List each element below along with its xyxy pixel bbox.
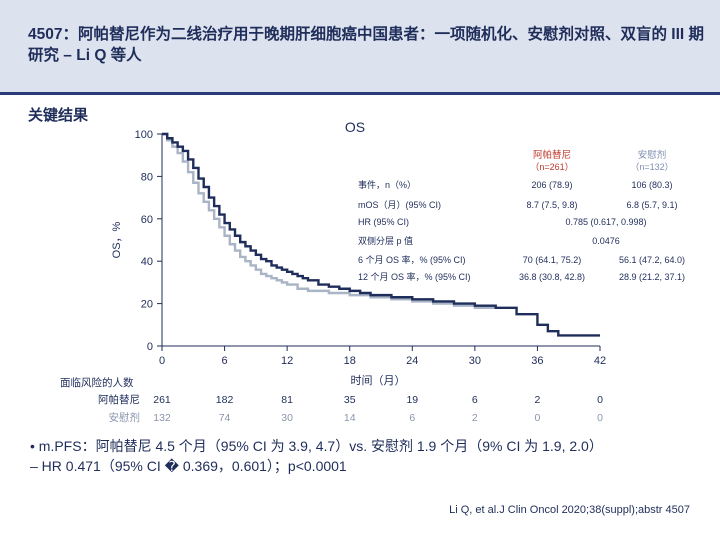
risk-cell: 74 xyxy=(219,412,231,424)
risk-row-label: 安慰剂 xyxy=(109,411,141,424)
table-row-label: 双侧分层 p 值 xyxy=(358,235,413,246)
risk-table-title: 面临风险的人数 xyxy=(60,376,134,389)
y-tick-label: 0 xyxy=(147,341,153,353)
x-tick-label: 0 xyxy=(159,355,165,367)
table-cell-placebo: 6.8 (5.7, 9.1) xyxy=(626,200,677,210)
km-curve-apatinib xyxy=(162,132,600,337)
table-cell-placebo: 28.9 (21.2, 37.1) xyxy=(619,272,685,282)
risk-cell: 2 xyxy=(535,394,541,406)
risk-cell: 6 xyxy=(472,394,478,406)
table-cell-span: 0.785 (0.617, 0.998) xyxy=(565,217,646,227)
risk-cell: 0 xyxy=(597,394,603,406)
table-subheader-placebo: （n=132） xyxy=(630,162,673,172)
risk-cell: 35 xyxy=(344,394,356,406)
y-tick-label: 40 xyxy=(141,256,153,268)
risk-cell: 182 xyxy=(216,394,234,406)
table-row-label: mOS（月）(95% CI) xyxy=(358,200,441,210)
x-tick-label: 36 xyxy=(531,355,543,367)
table-header-apatinib: 阿帕替尼 xyxy=(533,149,571,161)
table-row-label: 事件，n（%） xyxy=(358,179,416,190)
y-tick-label: 60 xyxy=(141,214,153,226)
risk-cell: 30 xyxy=(281,412,293,424)
y-axis-label: OS，% xyxy=(111,221,123,258)
y-tick-label: 20 xyxy=(141,299,153,311)
risk-cell: 2 xyxy=(472,412,478,424)
table-subheader-apatinib: （n=261） xyxy=(530,162,573,172)
risk-row-label: 阿帕替尼 xyxy=(98,393,140,406)
x-tick-label: 30 xyxy=(469,355,481,367)
x-tick-label: 18 xyxy=(344,355,356,367)
slide-title: 4507：阿帕替尼作为二线治疗用于晚期肝细胞癌中国患者：一项随机化、安慰剂对照、… xyxy=(28,26,705,64)
risk-cell: 261 xyxy=(153,394,171,406)
title-divider xyxy=(0,92,720,95)
title-band xyxy=(0,0,720,92)
chart-title: OS xyxy=(345,119,365,135)
x-tick-label: 12 xyxy=(281,355,293,367)
section-heading: 关键结果 xyxy=(28,107,89,124)
table-cell-placebo: 56.1 (47.2, 64.0) xyxy=(619,255,685,265)
x-axis-label: 时间（月） xyxy=(351,374,406,387)
table-cell-apatinib: 206 (78.9) xyxy=(531,180,572,190)
risk-cell: 132 xyxy=(153,412,171,424)
x-tick-label: 42 xyxy=(594,355,606,367)
bullet-pfs: • m.PFS：阿帕替尼 4.5 个月（95% CI 为 3.9, 4.7）vs… xyxy=(30,438,603,454)
risk-cell: 81 xyxy=(281,394,293,406)
citation: Li Q, et al.J Clin Oncol 2020;38(suppl);… xyxy=(449,504,690,516)
y-tick-label: 80 xyxy=(141,171,153,183)
table-cell-apatinib: 36.8 (30.8, 42.8) xyxy=(519,272,585,282)
y-tick-label: 100 xyxy=(135,129,153,141)
bullet-hr: – HR 0.471（95% CI � 0.369，0.601）；p<0.000… xyxy=(30,458,347,474)
table-cell-placebo: 106 (80.3) xyxy=(631,180,672,190)
table-cell-span: 0.0476 xyxy=(592,236,620,246)
risk-cell: 19 xyxy=(406,394,418,406)
risk-cell: 14 xyxy=(344,412,356,424)
table-cell-apatinib: 8.7 (7.5, 9.8) xyxy=(526,200,577,210)
table-row-label: HR (95% CI) xyxy=(358,217,409,227)
table-row-label: 6 个月 OS 率，% (95% CI) xyxy=(358,254,466,265)
bullet-list: • m.PFS：阿帕替尼 4.5 个月（95% CI 为 3.9, 4.7）vs… xyxy=(30,436,603,476)
risk-cell: 6 xyxy=(409,412,415,424)
risk-cell: 0 xyxy=(535,412,541,424)
risk-cell: 0 xyxy=(597,412,603,424)
table-row-label: 12 个月 OS 率，% (95% CI) xyxy=(358,271,471,282)
table-cell-apatinib: 70 (64.1, 75.2) xyxy=(523,255,582,265)
table-header-placebo: 安慰剂 xyxy=(638,149,667,161)
x-tick-label: 6 xyxy=(222,355,228,367)
x-tick-label: 24 xyxy=(406,355,418,367)
